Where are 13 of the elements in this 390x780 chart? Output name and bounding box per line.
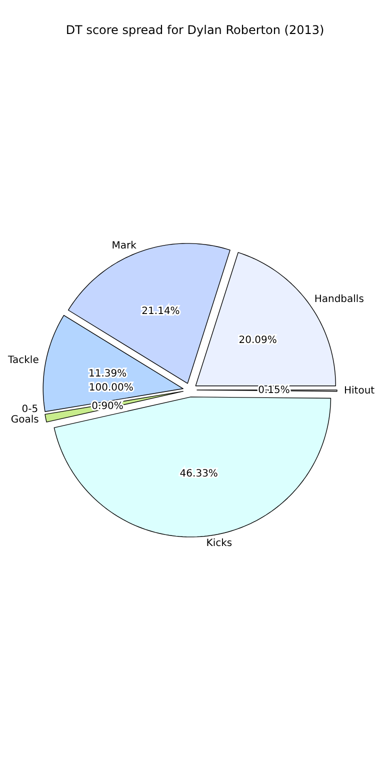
data-label: 11.39% — [88, 368, 127, 380]
data-label: 46.33% — [180, 468, 218, 480]
text: 100.00% — [88, 382, 134, 394]
data-label: 21.14% — [142, 306, 180, 317]
data-label: 20.09% — [238, 335, 277, 346]
slice-label: Handballs — [314, 294, 364, 305]
slice-label: Mark — [112, 240, 137, 252]
slice-label: Kicks — [206, 538, 232, 549]
chart-title: DT score spread for Dylan Roberton (2013) — [66, 23, 324, 37]
text: 0-5 — [22, 404, 38, 415]
slice-label: Hitout — [344, 385, 375, 396]
slice-label: Goals — [10, 414, 39, 426]
slice-label: Tackle — [7, 355, 39, 366]
